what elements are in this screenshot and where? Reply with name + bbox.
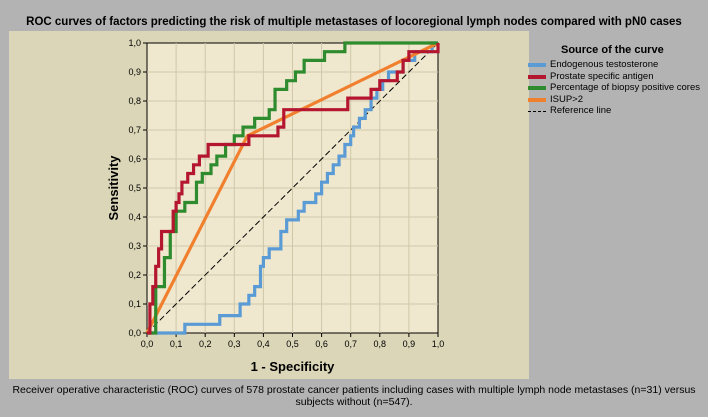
y-tick-label: 0,4 — [128, 212, 141, 222]
legend-swatch — [528, 111, 546, 112]
x-tick-label: 0,1 — [170, 339, 183, 349]
y-tick-label: 0,7 — [128, 125, 141, 135]
y-tick-label: 0,0 — [128, 328, 141, 338]
legend-items: Endogenous testosterone Prostate specific… — [526, 59, 706, 117]
x-tick-label: 0,3 — [228, 339, 241, 349]
x-tick-label: 0,5 — [286, 339, 299, 349]
y-tick-label: 0,3 — [128, 241, 141, 251]
y-tick-label: 0,6 — [128, 154, 141, 164]
y-tick-label: 0,9 — [128, 67, 141, 77]
chart-title: ROC curves of factors predicting the ris… — [26, 16, 682, 28]
legend-item: Prostate specific antigen — [526, 70, 706, 83]
legend-item: Reference line — [526, 105, 706, 117]
legend-item: Endogenous testosterone — [526, 59, 706, 71]
x-axis-title: 1 - Specificity — [251, 359, 336, 374]
x-tick-label: 0,8 — [374, 339, 387, 349]
legend-label: Prostate specific antigen — [550, 70, 654, 82]
x-tick-label: 0,6 — [315, 339, 328, 349]
legend-label: Endogenous testosterone — [550, 59, 659, 70]
x-tick-label: 0,0 — [141, 339, 154, 349]
legend-label: Reference line — [550, 105, 612, 116]
legend-item: Percentage of biopsy positive cores — [526, 82, 706, 94]
legend-swatch — [528, 74, 546, 79]
x-tick-label: 0,9 — [403, 339, 416, 349]
y-tick-label: 0,5 — [128, 183, 141, 193]
legend-swatch — [528, 97, 546, 102]
legend-swatch — [528, 63, 546, 67]
legend-item: ISUP>2 — [526, 93, 706, 106]
y-tick-label: 1,0 — [128, 38, 141, 48]
legend-title: Source of the curve — [561, 44, 664, 56]
legend-swatch — [528, 86, 546, 90]
series-line-endogenous-testosterone — [147, 41, 438, 335]
legend-label: Percentage of biopsy positive cores — [550, 82, 700, 93]
x-tick-label: 0,7 — [344, 339, 357, 349]
y-tick-label: 0,2 — [128, 270, 141, 280]
legend: Source of the curve Endogenous testoster… — [526, 44, 706, 118]
x-tick-label: 0,2 — [199, 339, 212, 349]
series-line-percentage-of-biopsy-positive-cores — [147, 41, 438, 335]
y-tick-label: 0,8 — [128, 96, 141, 106]
x-tick-label: 0,4 — [257, 339, 270, 349]
x-tick-label: 1,0 — [432, 339, 445, 349]
y-axis-title: Sensitivity — [106, 155, 121, 221]
y-tick-label: 0,1 — [128, 299, 141, 309]
figure-caption: Receiver operative characteristic (ROC) … — [12, 384, 696, 408]
series-line-reference-line — [146, 42, 439, 334]
series-line-prostate-specific-antigen — [147, 43, 440, 335]
legend-label: ISUP>2 — [550, 93, 584, 105]
